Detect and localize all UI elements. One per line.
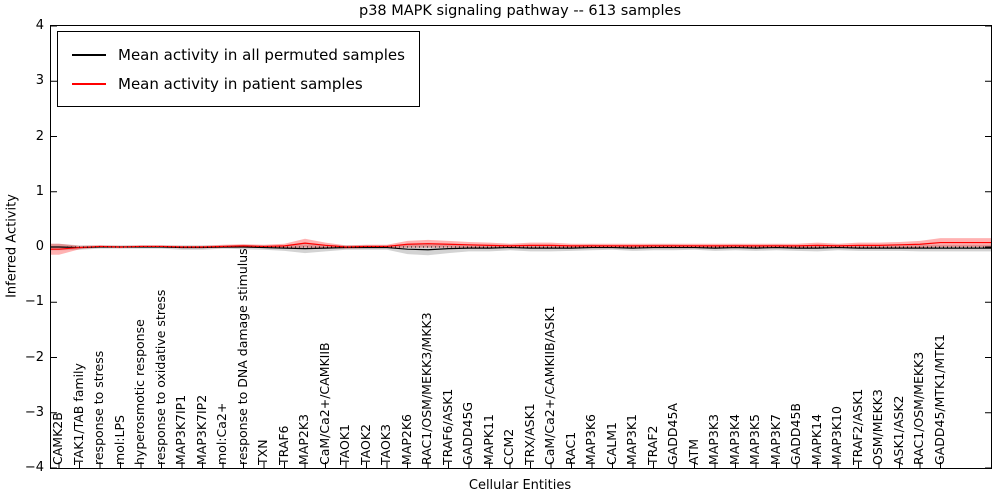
y-tick-label: 0 [35,239,44,254]
x-tick-label: CAMK2B [50,412,65,465]
x-tick-label: TRAF2 [644,425,660,465]
x-tick-label: MAP3K6 [583,414,598,465]
x-tick-label: TAOK3 [378,424,393,465]
legend-line-permuted [72,53,106,56]
y-tick-label: 3 [35,73,44,89]
x-tick-label: CaM/Ca2+/CAMKIIB/ASK1 [542,305,557,465]
x-tick-label: ASK1/ASK2 [890,395,906,465]
patient-band [51,238,991,255]
x-tick-label: response to stress [91,350,106,465]
x-tick-label: CALM1 [603,422,619,465]
x-tick-label: MAP2K6 [398,414,414,465]
legend-label-patient: Mean activity in patient samples [118,74,363,93]
x-tick-label: RAC1/OSM/MEKK3 [911,351,926,465]
x-tick-label: CaM/Ca2+/CAMKIIB [316,342,332,465]
y-tick-label: 2 [35,128,44,144]
x-tick-label: TAK1/TAB family [70,363,86,465]
y-tick-label: −3 [24,404,44,420]
x-tick-label: MAP3K5 [747,414,762,465]
x-tick-label: TXN [255,439,270,465]
x-tick-label: MAP3K7 [767,414,783,465]
x-tick-label: CCM2 [501,428,516,465]
plot-area [50,25,992,469]
x-tick-label: GADD45/MTK1/MTK1 [931,334,947,465]
x-tick-label: RAC1 [562,431,578,465]
x-tick-label: RAC1/OSM/MEKK3/MKK3 [419,312,434,465]
x-tick-label: GADD45B [788,403,803,465]
legend-label-permuted: Mean activity in all permuted samples [118,45,405,64]
x-tick-label: MAP3K4 [726,414,742,465]
x-tick-label: TAOK1 [337,424,352,465]
permuted-band [51,243,991,256]
x-tick-label: TRAF6/ASK1 [439,388,455,465]
x-tick-label: GADD45A [665,403,680,465]
x-tick-label: MAP3K10 [829,406,844,465]
x-tick-label: MAPK11 [480,414,496,465]
x-tick-label: response to oxidative stress [152,289,168,465]
y-tick-label: −1 [24,294,44,310]
x-tick-label: GADD45G [460,401,475,465]
legend-item-patient: Mean activity in patient samples [72,69,405,98]
x-tick-label: MAPK14 [808,414,824,465]
x-tick-label: response to DNA damage stimulus [234,248,250,465]
x-tick-label: MAP3K3 [706,414,721,465]
x-tick-label: TRAF2/ASK1 [849,388,865,465]
x-tick-label: OSM/MEKK3 [870,389,885,465]
x-tick-label: TRX/ASK1 [521,403,537,465]
y-tick-label: 4 [35,18,44,33]
x-tick-label: hyperosmotic response [132,319,147,465]
y-tick-label: −2 [24,349,44,365]
x-tick-label: MAP3K1 [624,414,639,465]
y-tick-label: 1 [35,183,44,199]
x-tick-label: mol:LPS [111,415,127,465]
x-tick-label: mol:Ca2+ [214,402,229,465]
chart-canvas [51,26,991,468]
x-axis-label: Cellular Entities [468,478,572,493]
x-tick-label: MAP2K3 [296,414,311,465]
x-tick-label: MAP3K7IP2 [193,394,209,465]
legend: Mean activity in all permuted samples Me… [57,31,420,107]
x-tick-label: ATM [685,438,701,465]
patient-line [51,241,991,250]
x-tick-label: TAOK2 [357,424,373,465]
y-tick-label: −4 [24,460,44,475]
chart-title: p38 MAPK signaling pathway -- 613 sample… [358,3,681,19]
legend-line-patient [72,82,106,85]
x-tick-label: MAP3K7IP1 [173,394,188,465]
x-tick-label: TRAF6 [275,425,291,465]
legend-item-permuted: Mean activity in all permuted samples [72,40,405,69]
